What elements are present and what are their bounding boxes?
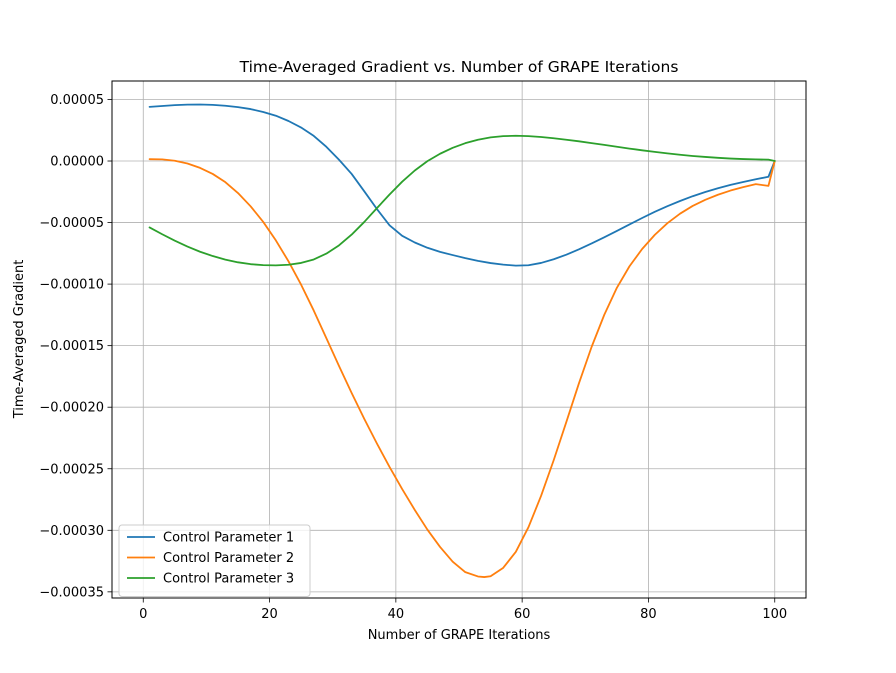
plot-frame: [111, 80, 807, 599]
y-tick-label: −0.00015: [39, 339, 104, 354]
legend-box: [118, 524, 311, 597]
y-tick-label: 0.00000: [50, 155, 104, 170]
series-lines: [148, 103, 776, 578]
x-tick-label: 20: [261, 607, 278, 622]
legend: Control Parameter 1 Control Parameter 2 Co…: [118, 524, 311, 597]
x-tick-label: 40: [388, 607, 405, 622]
y-axis-ticks: 0.00005 0.00000 −0.00005 −0.00010 −0.00015 −0…: [39, 93, 112, 600]
x-tick-label: 80: [640, 607, 657, 622]
series-line-2: [148, 158, 776, 578]
legend-label: Control Parameter 3: [163, 572, 294, 587]
y-tick-label: −0.00030: [39, 524, 104, 539]
y-tick-label: −0.00010: [39, 278, 104, 293]
x-tick-label: 60: [514, 607, 531, 622]
y-tick-label: −0.00035: [39, 585, 104, 600]
chart-title: Time-Averaged Gradient vs. Number of GRA…: [239, 58, 679, 76]
series-line-3: [148, 134, 776, 267]
x-tick-label: 100: [762, 607, 787, 622]
y-axis-label: Time-Averaged Gradient: [12, 260, 27, 420]
y-tick-label: 0.00005: [50, 93, 104, 108]
legend-label: Control Parameter 1: [163, 531, 294, 546]
x-axis-ticks: 0 20 40 60 80 100: [139, 598, 787, 622]
y-tick-label: −0.00020: [39, 401, 104, 416]
x-tick-label: 0: [139, 607, 147, 622]
y-tick-label: −0.00025: [39, 462, 104, 477]
y-tick-label: −0.00005: [39, 216, 104, 231]
x-axis-label: Number of GRAPE Iterations: [368, 628, 551, 643]
legend-label: Control Parameter 2: [163, 551, 294, 566]
series-line-1: [148, 103, 776, 267]
grid: [112, 81, 806, 598]
